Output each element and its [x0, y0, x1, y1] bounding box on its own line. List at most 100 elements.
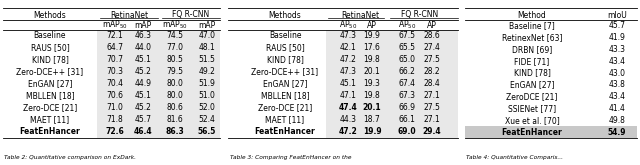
Bar [97, 102, 220, 114]
Text: 80.0: 80.0 [166, 80, 184, 88]
Text: 41.4: 41.4 [609, 104, 625, 113]
Text: 45.7: 45.7 [609, 21, 625, 30]
Text: KIND [78]: KIND [78] [513, 69, 550, 78]
Text: 47.2: 47.2 [340, 55, 356, 65]
Text: EnGAN [27]: EnGAN [27] [28, 80, 72, 88]
Bar [97, 78, 220, 90]
Text: RetinaNet: RetinaNet [110, 11, 148, 19]
Text: 77.0: 77.0 [166, 44, 184, 52]
Text: 72.6: 72.6 [106, 128, 124, 136]
Text: 44.9: 44.9 [134, 80, 152, 88]
Bar [326, 126, 458, 138]
Text: 71.8: 71.8 [107, 115, 124, 125]
Text: 66.2: 66.2 [399, 67, 415, 77]
Text: 17.6: 17.6 [364, 44, 380, 52]
Text: 51.5: 51.5 [198, 55, 216, 65]
Text: 43.8: 43.8 [609, 80, 625, 89]
Text: 67.5: 67.5 [399, 32, 415, 40]
Text: 42.1: 42.1 [340, 44, 356, 52]
Text: 19.9: 19.9 [364, 32, 380, 40]
Text: Methods: Methods [269, 11, 301, 19]
Text: mIoU: mIoU [607, 11, 627, 19]
Bar [326, 114, 458, 126]
Text: 45.1: 45.1 [340, 80, 356, 88]
Bar [326, 66, 458, 78]
Text: 47.3: 47.3 [339, 32, 356, 40]
Text: Baseline [7]: Baseline [7] [509, 21, 555, 30]
Bar [326, 54, 458, 66]
Text: 49.8: 49.8 [609, 116, 625, 125]
Text: FQ R-CNN: FQ R-CNN [172, 11, 210, 19]
Text: AP: AP [367, 20, 377, 30]
Text: 45.2: 45.2 [134, 67, 152, 77]
Text: 80.5: 80.5 [166, 55, 184, 65]
Text: 28.2: 28.2 [424, 67, 440, 77]
Text: 69.0: 69.0 [397, 128, 416, 136]
Text: 86.3: 86.3 [166, 128, 184, 136]
Bar [97, 54, 220, 66]
Text: 19.8: 19.8 [364, 55, 380, 65]
Text: 27.5: 27.5 [424, 103, 440, 113]
Text: 45.1: 45.1 [134, 92, 152, 100]
Text: 52.4: 52.4 [198, 115, 216, 125]
Text: Methods: Methods [34, 11, 67, 19]
Text: ZeroDCE [21]: ZeroDCE [21] [506, 92, 557, 101]
Text: Zero-DCE [21]: Zero-DCE [21] [23, 103, 77, 113]
Text: Baseline: Baseline [269, 32, 301, 40]
Text: AP$_{50}$: AP$_{50}$ [398, 19, 416, 31]
Bar [97, 90, 220, 102]
Text: 47.1: 47.1 [340, 92, 356, 100]
Bar [97, 30, 220, 42]
Text: RetinaNet: RetinaNet [341, 11, 379, 19]
Text: KIND [78]: KIND [78] [31, 55, 68, 65]
Text: Baseline: Baseline [34, 32, 67, 40]
Bar [97, 114, 220, 126]
Text: 29.4: 29.4 [422, 128, 442, 136]
Bar [326, 78, 458, 90]
Text: FeatEnHancer: FeatEnHancer [20, 128, 81, 136]
Text: SSIENet [77]: SSIENet [77] [508, 104, 556, 113]
Text: 43.4: 43.4 [609, 57, 625, 66]
Text: FQ R-CNN: FQ R-CNN [401, 11, 438, 19]
Text: 65.0: 65.0 [399, 55, 415, 65]
Text: 51.0: 51.0 [198, 92, 216, 100]
Text: 65.5: 65.5 [399, 44, 415, 52]
Text: 44.0: 44.0 [134, 44, 152, 52]
Text: FeatEnHancer: FeatEnHancer [255, 128, 316, 136]
Bar [97, 126, 220, 138]
Text: 47.3: 47.3 [339, 67, 356, 77]
Bar [326, 30, 458, 42]
Bar [326, 42, 458, 54]
Text: DRBN [69]: DRBN [69] [512, 45, 552, 54]
Bar [97, 42, 220, 54]
Text: 54.9: 54.9 [608, 128, 627, 137]
Text: 46.4: 46.4 [134, 128, 152, 136]
Text: 47.0: 47.0 [198, 32, 216, 40]
Text: mAP: mAP [198, 20, 216, 30]
Text: 64.7: 64.7 [106, 44, 124, 52]
Text: 47.4: 47.4 [339, 103, 357, 113]
Text: 81.6: 81.6 [166, 115, 184, 125]
Text: 66.9: 66.9 [399, 103, 415, 113]
Text: 27.4: 27.4 [424, 44, 440, 52]
Text: 70.6: 70.6 [106, 92, 124, 100]
Text: MBLLEN [18]: MBLLEN [18] [260, 92, 309, 100]
Text: 19.3: 19.3 [364, 80, 380, 88]
Bar [326, 90, 458, 102]
Text: 49.2: 49.2 [198, 67, 216, 77]
Text: mAP$_{50}$: mAP$_{50}$ [102, 19, 128, 31]
Text: 28.6: 28.6 [424, 32, 440, 40]
Text: 18.7: 18.7 [364, 115, 380, 125]
Text: 28.4: 28.4 [424, 80, 440, 88]
Text: 27.1: 27.1 [424, 115, 440, 125]
Text: EnGAN [27]: EnGAN [27] [263, 80, 307, 88]
Text: 80.0: 80.0 [166, 92, 184, 100]
Text: 70.3: 70.3 [106, 67, 124, 77]
Text: mAP$_{50}$: mAP$_{50}$ [162, 19, 188, 31]
Bar [326, 102, 458, 114]
Text: 45.7: 45.7 [134, 115, 152, 125]
Text: Xue et al. [70]: Xue et al. [70] [504, 116, 559, 125]
Text: 51.9: 51.9 [198, 80, 216, 88]
Text: 27.5: 27.5 [424, 55, 440, 65]
Text: 70.4: 70.4 [106, 80, 124, 88]
